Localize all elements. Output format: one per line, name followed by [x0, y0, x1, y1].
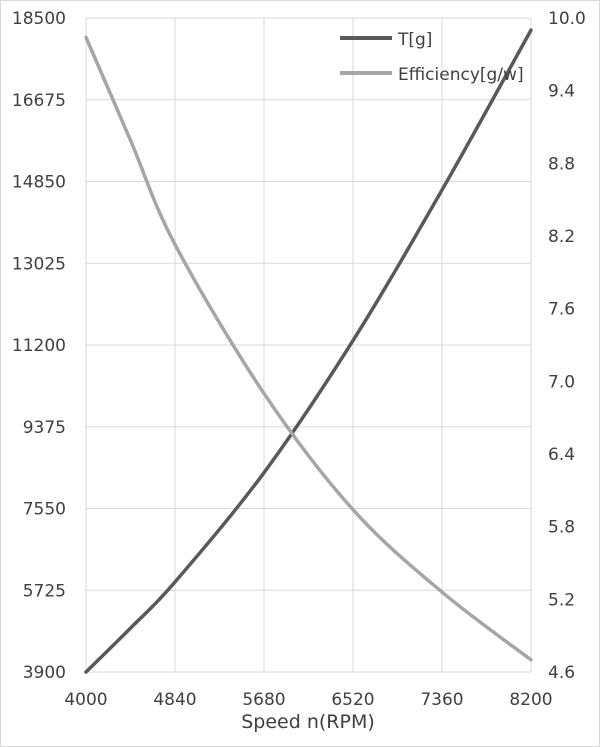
gridlines	[85, 17, 532, 673]
x-tick-label: 8200	[509, 690, 552, 710]
y2-tick-label: 10.0	[548, 9, 586, 29]
legend-label-efficiency: Efficiency[g/w]	[398, 65, 524, 85]
y2-tick-label: 5.2	[548, 590, 575, 610]
y2-tick-label: 9.4	[548, 82, 575, 102]
y-tick-label: 3900	[23, 663, 66, 683]
x-tick-label: 7360	[420, 690, 463, 710]
y2-tick-label: 6.4	[548, 445, 575, 465]
y-tick-label: 9375	[23, 418, 66, 438]
y2-tick-label: 8.8	[548, 154, 575, 174]
x-axis-label: Speed n(RPM)	[241, 711, 375, 733]
y-tick-label: 7550	[23, 500, 66, 520]
series-line-0	[84, 28, 533, 674]
legend-label-t: T[g]	[397, 30, 432, 50]
x-tick-label: 5680	[242, 690, 285, 710]
y2-tick-label: 7.0	[548, 372, 575, 392]
y-tick-label: 16675	[12, 91, 66, 111]
y2-tick-label: 5.8	[548, 518, 575, 538]
y-tick-label: 13025	[12, 254, 66, 274]
tick-labels: 4000 4840 5680 6520 7360 8200 3900 5725 7550 9375…	[12, 9, 586, 710]
y2-tick-label: 8.2	[548, 227, 575, 247]
x-tick-label: 4840	[153, 690, 196, 710]
legend: T[g] Efficiency[g/w]	[340, 30, 524, 85]
y2-tick-label: 4.6	[548, 663, 575, 683]
x-tick-label: 4000	[64, 690, 107, 710]
y-tick-label: 11200	[12, 336, 66, 356]
series-line-1	[84, 35, 533, 662]
y2-tick-label: 7.6	[548, 300, 575, 320]
y-tick-label: 5725	[23, 581, 66, 601]
y-tick-label: 18500	[12, 9, 66, 29]
series-lines	[84, 28, 533, 674]
x-tick-label: 6520	[331, 690, 374, 710]
y-tick-label: 14850	[12, 173, 66, 193]
